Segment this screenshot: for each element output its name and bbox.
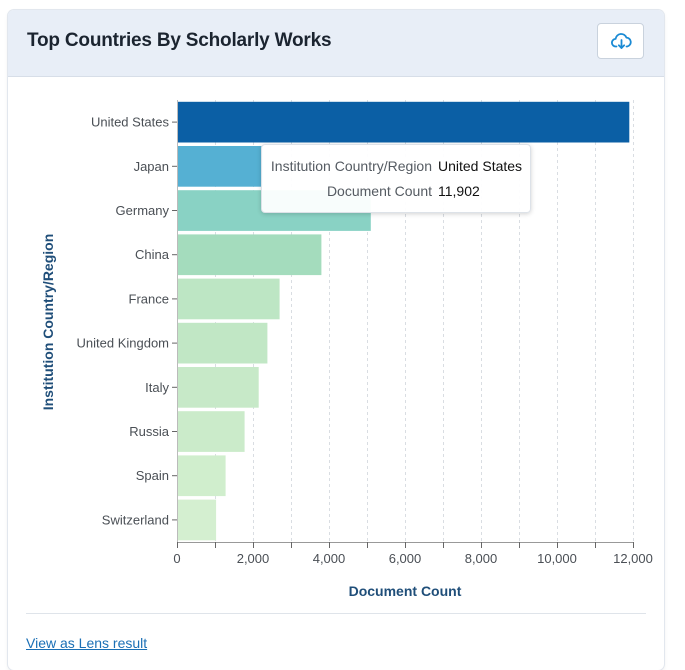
bar-spain[interactable] bbox=[177, 455, 226, 497]
y-tick-label: Spain bbox=[136, 468, 169, 483]
y-tick-label: China bbox=[135, 247, 170, 262]
tooltip-country-label: Institution Country/Region bbox=[270, 158, 432, 174]
cloud-download-icon bbox=[611, 33, 632, 49]
footer-divider bbox=[26, 613, 646, 614]
bar-switzerland[interactable] bbox=[177, 499, 217, 541]
card-header: Top Countries By Scholarly Works bbox=[8, 10, 664, 77]
view-as-lens-link[interactable]: View as Lens result bbox=[26, 635, 148, 651]
y-tick-label: United States bbox=[91, 115, 170, 130]
tooltip-count-value: 11,902 bbox=[438, 183, 480, 199]
x-axis-title: Document Count bbox=[349, 583, 462, 599]
y-tick-label: Japan bbox=[134, 159, 169, 174]
y-axis-title: Institution Country/Region bbox=[40, 234, 56, 411]
y-tick-label: Switzerland bbox=[102, 512, 169, 527]
x-tick-label: 12,000 bbox=[613, 551, 653, 566]
bar-russia[interactable] bbox=[177, 411, 245, 452]
bar-tooltip: Institution Country/Region United States… bbox=[261, 144, 531, 213]
y-tick-label: Germany bbox=[116, 203, 170, 218]
axes: United States Japan Germany China France Unit… bbox=[77, 100, 653, 566]
x-tick-label: 8,000 bbox=[465, 551, 498, 566]
tooltip-country-value: United States bbox=[438, 158, 523, 174]
x-tick-label: 0 bbox=[173, 551, 180, 566]
tooltip-row-country: Institution Country/Region United States bbox=[262, 158, 532, 178]
card-title: Top Countries By Scholarly Works bbox=[27, 30, 332, 51]
download-button[interactable] bbox=[597, 23, 644, 59]
tooltip-row-count: Document Count 11,902 bbox=[262, 183, 532, 203]
y-tick-label: Russia bbox=[129, 424, 170, 439]
x-tick-label: 4,000 bbox=[313, 551, 346, 566]
bar-italy[interactable] bbox=[177, 367, 259, 408]
x-tick-label: 6,000 bbox=[389, 551, 422, 566]
y-tick-label: United Kingdom bbox=[77, 336, 170, 351]
bar-united-kingdom[interactable] bbox=[177, 322, 268, 364]
x-tick-label: 2,000 bbox=[237, 551, 270, 566]
bar-france[interactable] bbox=[177, 278, 280, 320]
bar-united-states[interactable] bbox=[177, 101, 630, 143]
tooltip-count-label: Document Count bbox=[326, 183, 432, 199]
y-tick-label: Italy bbox=[145, 380, 169, 395]
bar-japan[interactable] bbox=[177, 146, 263, 187]
x-tick-label: 10,000 bbox=[537, 551, 577, 566]
bar-china[interactable] bbox=[177, 234, 322, 276]
y-tick-label: France bbox=[129, 291, 169, 306]
